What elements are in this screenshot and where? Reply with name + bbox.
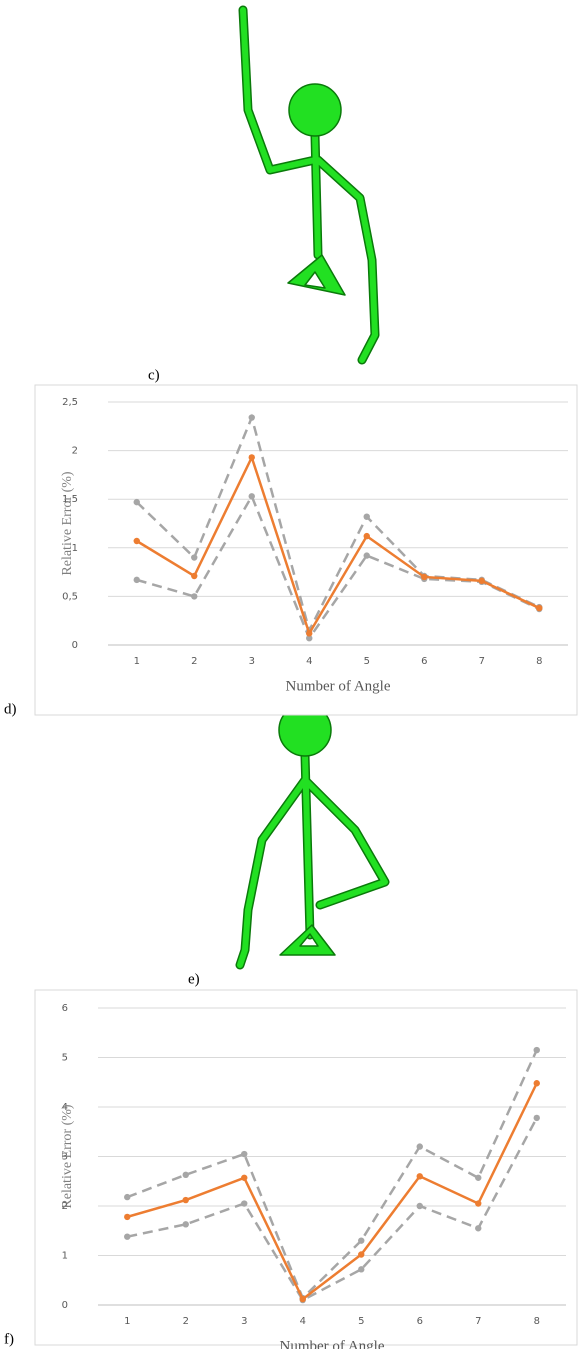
data-point (249, 493, 255, 499)
data-point (124, 1214, 130, 1220)
stick-figure (240, 704, 385, 965)
x-tick-label: 3 (241, 1316, 247, 1327)
x-axis-title: Number of Angle (286, 678, 391, 694)
data-point (358, 1251, 364, 1257)
data-point (124, 1233, 130, 1239)
data-point (534, 1080, 540, 1086)
stick-figure (243, 10, 375, 360)
y-tick-label: 5 (62, 1053, 68, 1064)
data-point (364, 552, 370, 558)
y-axis-title: Relative Error (%) (60, 1104, 75, 1209)
data-point (249, 454, 255, 460)
x-tick-label: 4 (306, 656, 312, 667)
y-tick-label: 0 (72, 640, 78, 651)
data-point (191, 573, 197, 579)
data-point (417, 1173, 423, 1179)
figure-label: e) (188, 971, 200, 987)
data-point (536, 605, 542, 611)
x-tick-label: 8 (534, 1316, 540, 1327)
x-axis-title: Number of Angle (280, 1338, 385, 1349)
x-tick-label: 4 (300, 1316, 306, 1327)
data-point (358, 1266, 364, 1272)
x-tick-label: 6 (417, 1316, 423, 1327)
data-point (241, 1200, 247, 1206)
x-tick-label: 5 (364, 656, 370, 667)
data-point (134, 538, 140, 544)
data-point (475, 1200, 481, 1206)
data-point (364, 513, 370, 519)
y-tick-label: 0 (62, 1300, 68, 1311)
x-tick-label: 1 (134, 656, 140, 667)
y-tick-label: 6 (62, 1003, 68, 1014)
y-tick-label: 0,5 (62, 591, 78, 602)
x-tick-label: 2 (183, 1316, 189, 1327)
data-point (534, 1047, 540, 1053)
x-tick-label: 8 (536, 656, 542, 667)
data-point (191, 593, 197, 599)
y-tick-label: 1 (62, 1251, 68, 1262)
data-point (134, 577, 140, 583)
y-tick-label: 2 (72, 446, 78, 457)
data-point (417, 1143, 423, 1149)
data-point (183, 1197, 189, 1203)
data-point (306, 630, 312, 636)
data-point (421, 574, 427, 580)
data-point (191, 554, 197, 560)
x-tick-label: 2 (191, 656, 197, 667)
data-point (241, 1151, 247, 1157)
x-tick-label: 1 (124, 1316, 130, 1327)
panel-label: f) (4, 1331, 14, 1347)
data-point (124, 1194, 130, 1200)
data-point (183, 1221, 189, 1227)
y-tick-label: 2,5 (62, 397, 78, 408)
x-tick-label: 5 (358, 1316, 364, 1327)
figure-page: c) e) 00,511,522,512345678Relative Error… (0, 0, 578, 1349)
data-point (249, 414, 255, 420)
x-tick-label: 7 (475, 1316, 481, 1327)
panel-label: d) (4, 701, 17, 717)
y-axis-title: Relative Error (%) (60, 471, 75, 576)
figure-label: c) (148, 367, 160, 383)
x-tick-label: 6 (421, 656, 427, 667)
data-point (475, 1175, 481, 1181)
data-point (183, 1172, 189, 1178)
data-point (417, 1203, 423, 1209)
data-point (534, 1115, 540, 1121)
data-point (134, 499, 140, 505)
x-tick-label: 7 (479, 656, 485, 667)
x-tick-label: 3 (249, 656, 255, 667)
data-point (475, 1225, 481, 1231)
data-point (364, 533, 370, 539)
data-point (479, 578, 485, 584)
data-point (241, 1175, 247, 1181)
data-point (358, 1237, 364, 1243)
data-point (300, 1296, 306, 1302)
